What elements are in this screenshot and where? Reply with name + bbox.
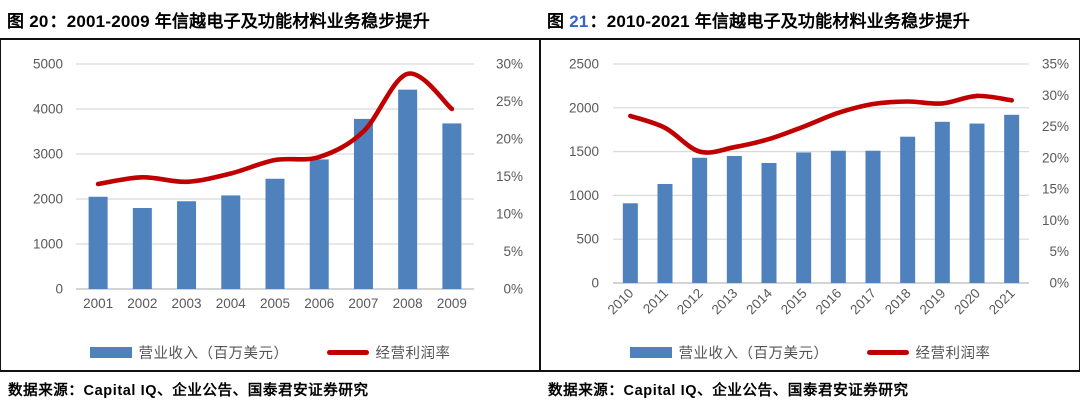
legend-label-margin: 经营利润率	[375, 345, 451, 362]
svg-text:15%: 15%	[1042, 182, 1069, 197]
svg-text:2012: 2012	[674, 286, 706, 318]
svg-text:2008: 2008	[393, 296, 423, 311]
svg-text:30%: 30%	[1042, 88, 1069, 103]
legend-item-revenue: 营业收入（百万美元）	[89, 342, 289, 363]
bar-series-swatch	[629, 346, 672, 358]
svg-text:2003: 2003	[172, 296, 202, 311]
svg-text:2005: 2005	[260, 296, 290, 311]
svg-text:2002: 2002	[127, 296, 157, 311]
figure-word: 图	[7, 12, 25, 31]
svg-text:2500: 2500	[569, 57, 599, 72]
figure-title-text: ：2001-2009 年信越电子及功能材料业务稳步提升	[49, 12, 430, 31]
figure-21-combo-chart: 0 500 1000 1500 2000 2500 0% 5% 10% 15% 20% 25% 30% 3…	[569, 57, 1069, 318]
svg-text:4000: 4000	[33, 102, 63, 117]
svg-text:2014: 2014	[743, 285, 775, 317]
svg-text:0%: 0%	[503, 282, 523, 297]
svg-text:2018: 2018	[882, 286, 914, 318]
svg-text:2006: 2006	[304, 296, 334, 311]
figure-20-title: 图 20：2001-2009 年信越电子及功能材料业务稳步提升	[0, 0, 540, 38]
axis-labels: 0 1000 2000 3000 4000 5000 0% 5% 10% 15% 20% 25% 30%…	[33, 57, 523, 312]
svg-text:2021: 2021	[986, 286, 1018, 318]
svg-text:2015: 2015	[778, 286, 810, 318]
figure-number: 21	[569, 12, 589, 31]
figure-21-title: 图 21：2010-2021 年信越电子及功能材料业务稳步提升	[540, 0, 1080, 38]
svg-text:1000: 1000	[33, 237, 63, 252]
svg-text:20%: 20%	[496, 132, 523, 147]
svg-text:15%: 15%	[496, 169, 523, 184]
svg-text:2019: 2019	[917, 286, 949, 318]
svg-text:2011: 2011	[640, 286, 671, 317]
svg-text:2007: 2007	[348, 296, 378, 311]
legend-item-margin: 经营利润率	[326, 342, 451, 363]
figure-number: 20	[29, 12, 49, 31]
svg-text:5000: 5000	[33, 57, 63, 72]
legend-item-margin: 经营利润率	[866, 342, 991, 363]
svg-text:0: 0	[55, 282, 63, 297]
svg-text:25%: 25%	[496, 94, 523, 109]
bar-series	[88, 89, 462, 290]
svg-text:2009: 2009	[437, 296, 467, 311]
svg-text:20%: 20%	[1042, 150, 1069, 165]
gridlines	[613, 63, 1029, 284]
data-sources-row: 数据来源：Capital IQ、企业公告、国泰君安证券研究 数据来源：Capit…	[0, 372, 1080, 406]
svg-text:30%: 30%	[496, 57, 523, 72]
chart-panels-container: 0 1000 2000 3000 4000 5000 0% 5% 10% 15% 20% 25% 30%…	[0, 38, 1080, 372]
svg-text:1500: 1500	[569, 144, 599, 159]
svg-text:0%: 0%	[1049, 276, 1069, 291]
svg-text:2010: 2010	[605, 286, 637, 318]
svg-text:2000: 2000	[33, 192, 63, 207]
figure-21-chart-panel: 0 500 1000 1500 2000 2500 0% 5% 10% 15% 20% 25% 30% 3…	[541, 40, 1079, 370]
figure-20-chart-panel: 0 1000 2000 3000 4000 5000 0% 5% 10% 15% 20% 25% 30%…	[1, 40, 541, 370]
svg-text:2004: 2004	[216, 296, 247, 311]
figure-21-legend: 营业收入（百万美元） 经营利润率	[541, 334, 1079, 370]
svg-text:2020: 2020	[951, 286, 983, 318]
legend-item-revenue: 营业收入（百万美元）	[629, 342, 829, 363]
legend-label-revenue: 营业收入（百万美元）	[138, 345, 289, 362]
svg-text:2017: 2017	[847, 286, 879, 318]
figure-20-legend: 营业收入（百万美元） 经营利润率	[1, 334, 539, 370]
figure-title-text: ：2010-2021 年信越电子及功能材料业务稳步提升	[589, 12, 970, 31]
svg-text:5%: 5%	[503, 244, 523, 259]
svg-text:2013: 2013	[709, 286, 741, 318]
legend-label-margin: 经营利润率	[915, 345, 991, 362]
legend-label-revenue: 营业收入（百万美元）	[678, 345, 829, 362]
svg-text:0: 0	[591, 276, 599, 291]
svg-text:5%: 5%	[1049, 244, 1069, 259]
bar-series	[622, 114, 1020, 284]
line-series	[628, 93, 1014, 155]
line-series-swatch	[326, 349, 369, 355]
figure-20-source: 数据来源：Capital IQ、企业公告、国泰君安证券研究	[8, 383, 369, 399]
bar-series-swatch	[89, 346, 132, 358]
svg-text:500: 500	[576, 232, 599, 247]
svg-text:10%: 10%	[496, 207, 523, 222]
svg-text:25%: 25%	[1042, 119, 1069, 134]
svg-text:2001: 2001	[83, 296, 113, 311]
svg-text:35%: 35%	[1042, 57, 1069, 72]
svg-text:3000: 3000	[33, 147, 63, 162]
svg-text:2000: 2000	[569, 100, 599, 115]
figure-titles-row: 图 20：2001-2009 年信越电子及功能材料业务稳步提升 图 21：2010-…	[0, 0, 1080, 38]
line-series	[95, 71, 455, 187]
figure-20-combo-chart: 0 1000 2000 3000 4000 5000 0% 5% 10% 15% 20% 25% 30%…	[33, 57, 523, 312]
figure-21-source: 数据来源：Capital IQ、企业公告、国泰君安证券研究	[548, 383, 909, 399]
svg-text:10%: 10%	[1042, 213, 1069, 228]
line-series-swatch	[866, 349, 909, 355]
figure-word: 图	[547, 12, 565, 31]
svg-text:2016: 2016	[813, 286, 845, 318]
svg-text:1000: 1000	[569, 188, 599, 203]
